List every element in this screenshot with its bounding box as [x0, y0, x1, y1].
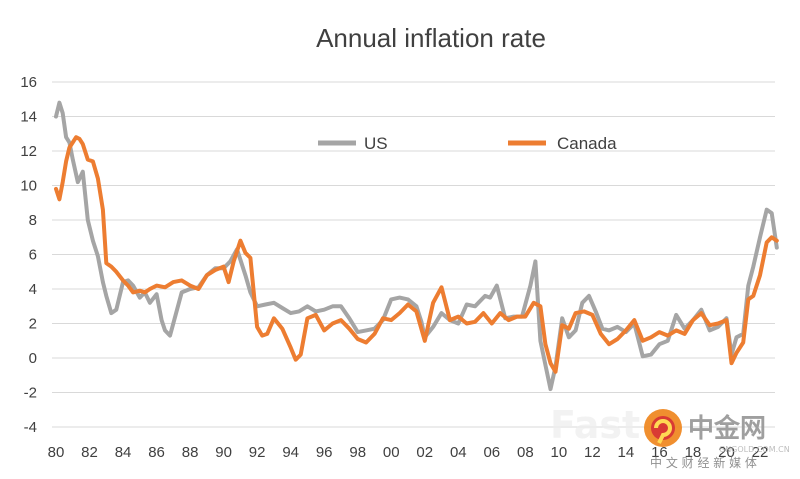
y-tick-label: 12 — [20, 143, 37, 160]
x-tick-label: 96 — [316, 444, 333, 461]
x-tick-label: 80 — [48, 444, 65, 461]
x-tick-label: 14 — [618, 444, 635, 461]
x-tick-label: 12 — [584, 444, 601, 461]
x-tick-label: 92 — [249, 444, 266, 461]
x-tick-label: 08 — [517, 444, 534, 461]
x-tick-label: 16 — [651, 444, 668, 461]
y-tick-label: -2 — [24, 385, 37, 402]
watermark-tagline: 中 文 财 经 新 媒 体 — [650, 455, 757, 470]
x-tick-label: 82 — [81, 444, 98, 461]
x-tick-label: 10 — [551, 444, 568, 461]
x-tick-label: 04 — [450, 444, 467, 461]
watermark-left-text: Fast — [550, 403, 640, 447]
y-tick-label: 6 — [29, 247, 37, 264]
watermark-brand-cn: 中金网 — [688, 413, 766, 444]
legend: US Canada — [318, 134, 617, 153]
x-tick-label: 00 — [383, 444, 400, 461]
x-tick-label: 22 — [752, 444, 769, 461]
chart-title: Annual inflation rate — [316, 23, 546, 53]
x-tick-label: 18 — [685, 444, 702, 461]
x-tick-label: 20 — [718, 444, 735, 461]
watermark-logo-icon — [644, 409, 682, 447]
y-tick-label: -4 — [24, 419, 37, 436]
x-axis-tick-labels: 80 82 84 86 88 90 92 94 96 98 00 02 04 06 08 10 12 14 16 18… — [48, 444, 769, 461]
y-axis-tick-labels: -4 -2 0 2 4 6 8 10 12 14 16 — [20, 74, 37, 436]
series-lines — [54, 100, 779, 392]
legend-label-us: US — [364, 134, 388, 153]
y-tick-label: 14 — [20, 109, 37, 126]
series-line-canada — [54, 135, 779, 374]
x-tick-label: 88 — [182, 444, 199, 461]
y-tick-label: 16 — [20, 74, 37, 91]
y-tick-label: 0 — [29, 350, 37, 367]
series-line-us — [54, 100, 779, 392]
x-tick-label: 86 — [148, 444, 165, 461]
watermark-brand-url: GNGOLD.COM.CN — [719, 445, 790, 454]
x-tick-label: 90 — [215, 444, 232, 461]
watermark: Fast 中金网 GNGOLD.COM.CN 中 文 财 经 新 媒 体 — [550, 403, 790, 470]
legend-label-canada: Canada — [557, 134, 617, 153]
y-tick-label: 4 — [29, 281, 37, 298]
y-tick-label: 8 — [29, 212, 37, 229]
y-tick-label: 2 — [29, 316, 37, 333]
gridlines — [52, 81, 775, 428]
x-tick-label: 94 — [282, 444, 299, 461]
x-tick-label: 06 — [483, 444, 500, 461]
x-tick-label: 84 — [115, 444, 132, 461]
y-tick-label: 10 — [20, 178, 37, 195]
x-tick-label: 98 — [349, 444, 366, 461]
x-tick-label: 02 — [416, 444, 433, 461]
